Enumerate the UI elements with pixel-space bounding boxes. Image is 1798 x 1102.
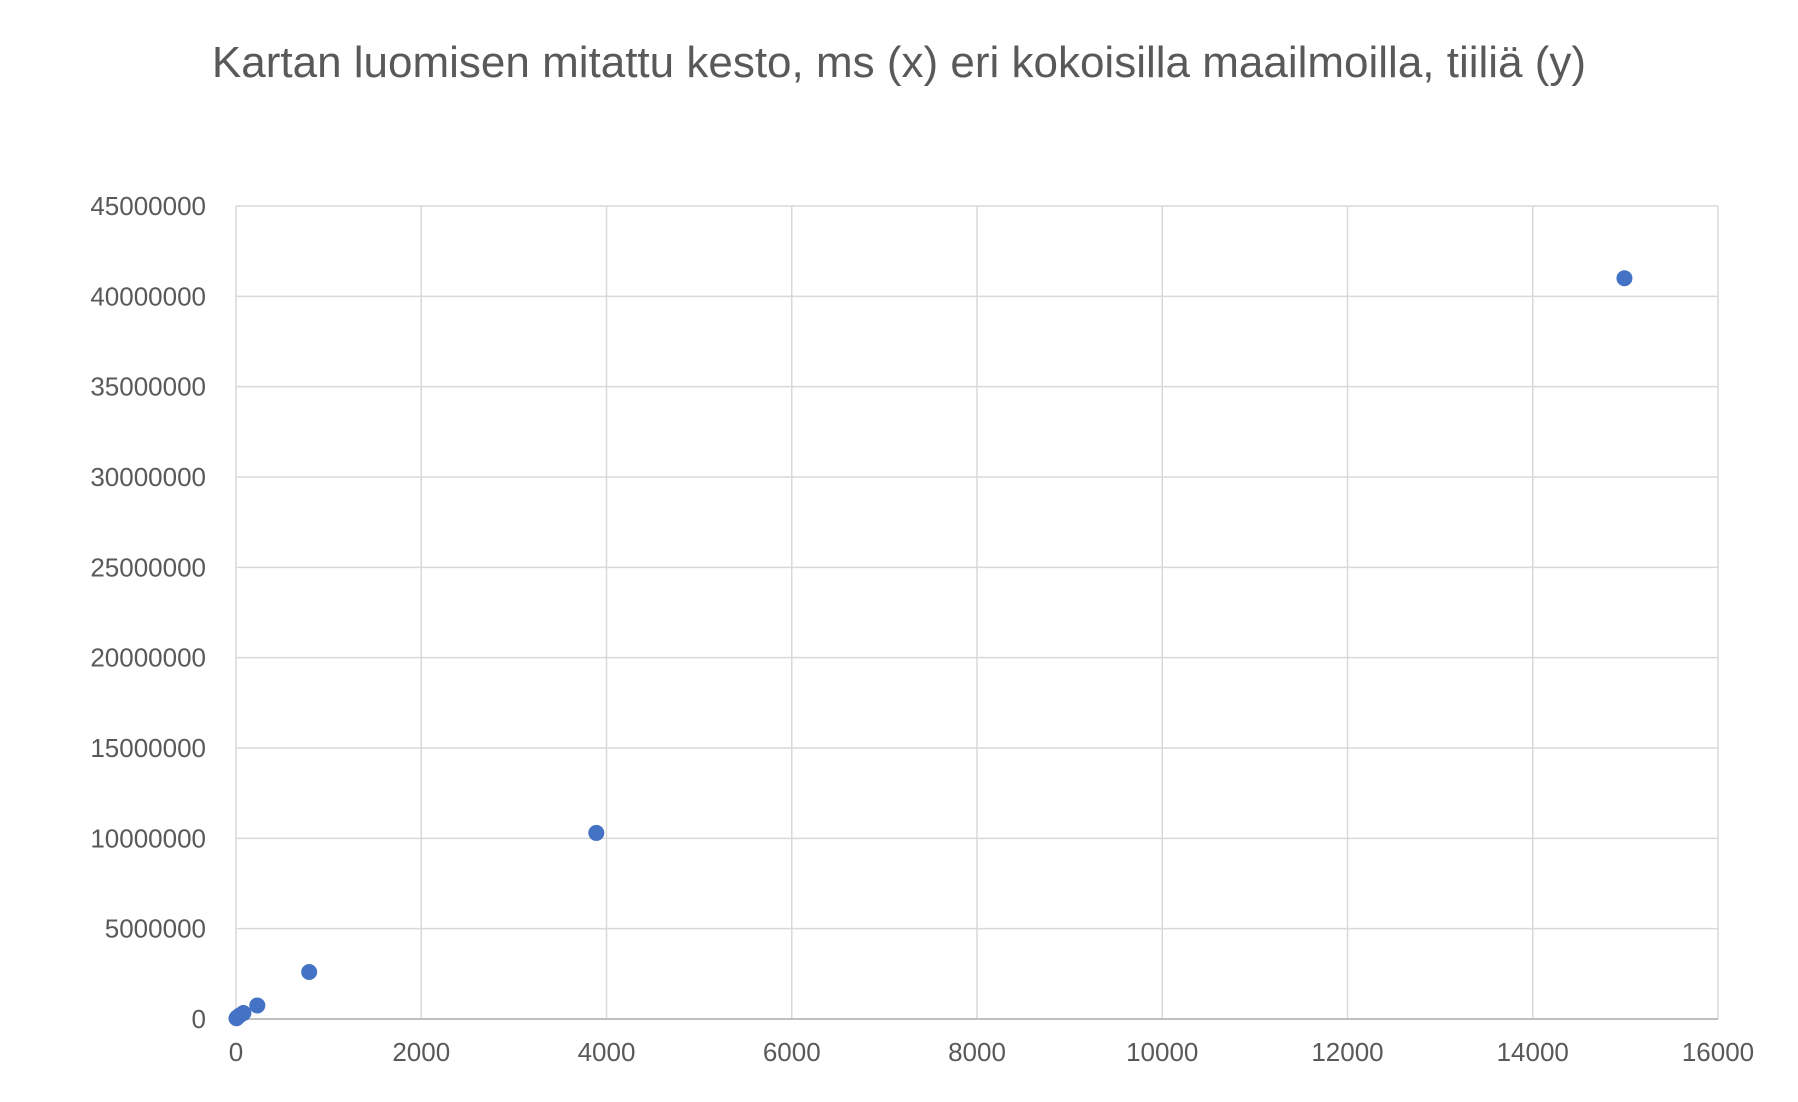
- y-tick-label: 0: [192, 1004, 206, 1034]
- x-tick-label: 10000: [1126, 1037, 1198, 1067]
- data-point: [249, 997, 266, 1014]
- gridlines: [235, 205, 1719, 1019]
- data-point: [588, 824, 605, 841]
- y-tick-label: 5000000: [105, 914, 206, 944]
- x-tick-label: 12000: [1311, 1037, 1383, 1067]
- y-tick-label: 30000000: [90, 462, 206, 492]
- x-tick-label: 14000: [1497, 1037, 1569, 1067]
- x-tick-label: 6000: [763, 1037, 821, 1067]
- y-tick-label: 20000000: [90, 643, 206, 673]
- x-tick-label: 2000: [392, 1037, 450, 1067]
- x-tick-label: 0: [229, 1037, 243, 1067]
- y-tick-label: 10000000: [90, 823, 206, 853]
- x-tick-label: 8000: [948, 1037, 1006, 1067]
- data-points: [228, 270, 1633, 1027]
- data-point: [1616, 270, 1633, 287]
- y-tick-label: 15000000: [90, 733, 206, 763]
- y-tick-label: 40000000: [90, 281, 206, 311]
- x-tick-label: 4000: [578, 1037, 636, 1067]
- tick-labels: 0 2000 4000 6000 8000 10000 12000 14000 16000 0 50…: [90, 191, 1754, 1067]
- chart-title: Kartan luomisen mitattu kesto, ms (x) er…: [211, 38, 1587, 87]
- y-tick-label: 45000000: [90, 191, 206, 221]
- data-point: [235, 1005, 252, 1022]
- y-tick-label: 35000000: [90, 372, 206, 402]
- x-tick-label: 16000: [1682, 1037, 1754, 1067]
- data-point: [301, 964, 318, 981]
- y-tick-label: 25000000: [90, 552, 206, 582]
